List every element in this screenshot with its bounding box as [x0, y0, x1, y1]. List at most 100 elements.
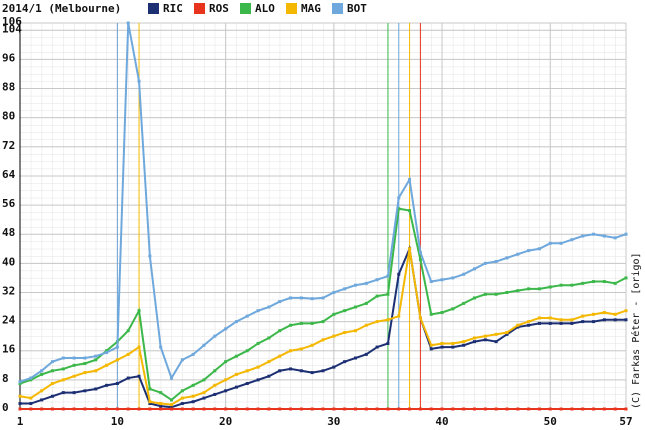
point — [310, 343, 314, 347]
point — [332, 365, 336, 369]
point — [50, 382, 54, 386]
point — [50, 394, 54, 398]
point — [299, 296, 303, 300]
point — [94, 358, 98, 362]
point — [343, 331, 347, 335]
point — [537, 316, 541, 320]
point — [180, 402, 184, 406]
point — [451, 307, 455, 311]
point — [462, 343, 466, 347]
point — [364, 407, 368, 411]
point — [61, 378, 65, 382]
legend-label: BOT — [347, 2, 367, 15]
point — [602, 280, 606, 284]
point — [537, 247, 541, 251]
point — [213, 392, 217, 396]
point — [94, 407, 98, 411]
point — [202, 378, 206, 382]
point — [61, 356, 65, 360]
point — [364, 301, 368, 305]
y-tick-label: 56 — [2, 197, 16, 210]
point — [505, 407, 509, 411]
point — [440, 311, 444, 314]
point — [516, 252, 520, 256]
point — [332, 290, 336, 294]
point — [94, 387, 98, 391]
point — [581, 407, 585, 411]
point — [527, 323, 531, 327]
y-tick-label: 104 — [2, 22, 22, 35]
point — [548, 316, 552, 320]
y-tick-label: 96 — [2, 51, 16, 64]
point — [483, 334, 487, 338]
point — [105, 407, 109, 411]
point — [505, 332, 509, 336]
point — [375, 407, 379, 411]
point — [159, 402, 163, 406]
point — [613, 281, 617, 285]
point — [505, 331, 509, 335]
point — [245, 314, 249, 318]
point — [170, 405, 173, 409]
point — [397, 314, 401, 318]
point — [115, 358, 119, 362]
point — [353, 305, 357, 309]
point — [418, 250, 422, 254]
point — [137, 309, 141, 313]
point — [408, 247, 412, 251]
point — [224, 407, 228, 411]
point — [94, 354, 98, 358]
point — [527, 407, 531, 411]
point — [516, 325, 520, 329]
point — [40, 369, 44, 373]
point — [213, 369, 217, 373]
point — [408, 209, 412, 213]
point — [548, 321, 552, 325]
point — [473, 336, 476, 340]
point — [126, 407, 130, 411]
point — [18, 402, 22, 406]
point — [353, 407, 357, 411]
point — [170, 407, 173, 411]
point — [170, 403, 173, 407]
point — [483, 407, 487, 411]
y-tick-label: 16 — [2, 343, 16, 356]
point — [473, 267, 476, 271]
point — [451, 345, 455, 349]
point — [602, 311, 606, 314]
point — [592, 407, 596, 411]
point — [289, 407, 293, 411]
point — [418, 316, 422, 320]
point — [386, 292, 390, 296]
point — [72, 391, 76, 395]
point — [234, 385, 238, 389]
point — [353, 329, 357, 333]
point — [516, 407, 520, 411]
point — [613, 407, 617, 411]
legend-swatch — [194, 3, 205, 14]
point — [321, 369, 325, 373]
point — [191, 352, 195, 356]
point — [159, 345, 163, 349]
point — [137, 79, 141, 83]
point — [72, 363, 76, 367]
point — [332, 407, 336, 411]
point — [613, 236, 617, 240]
point — [592, 232, 596, 236]
point — [105, 383, 109, 387]
point — [602, 407, 606, 411]
point — [29, 378, 33, 382]
point — [202, 407, 206, 411]
point — [624, 318, 628, 322]
point — [245, 407, 249, 411]
legend-label: MAG — [301, 2, 321, 15]
point — [321, 296, 325, 300]
point — [516, 323, 520, 327]
point — [18, 407, 22, 411]
point — [126, 21, 130, 25]
point — [462, 301, 466, 305]
point — [256, 407, 260, 411]
point — [364, 323, 368, 327]
point — [94, 369, 98, 373]
point — [40, 407, 44, 411]
